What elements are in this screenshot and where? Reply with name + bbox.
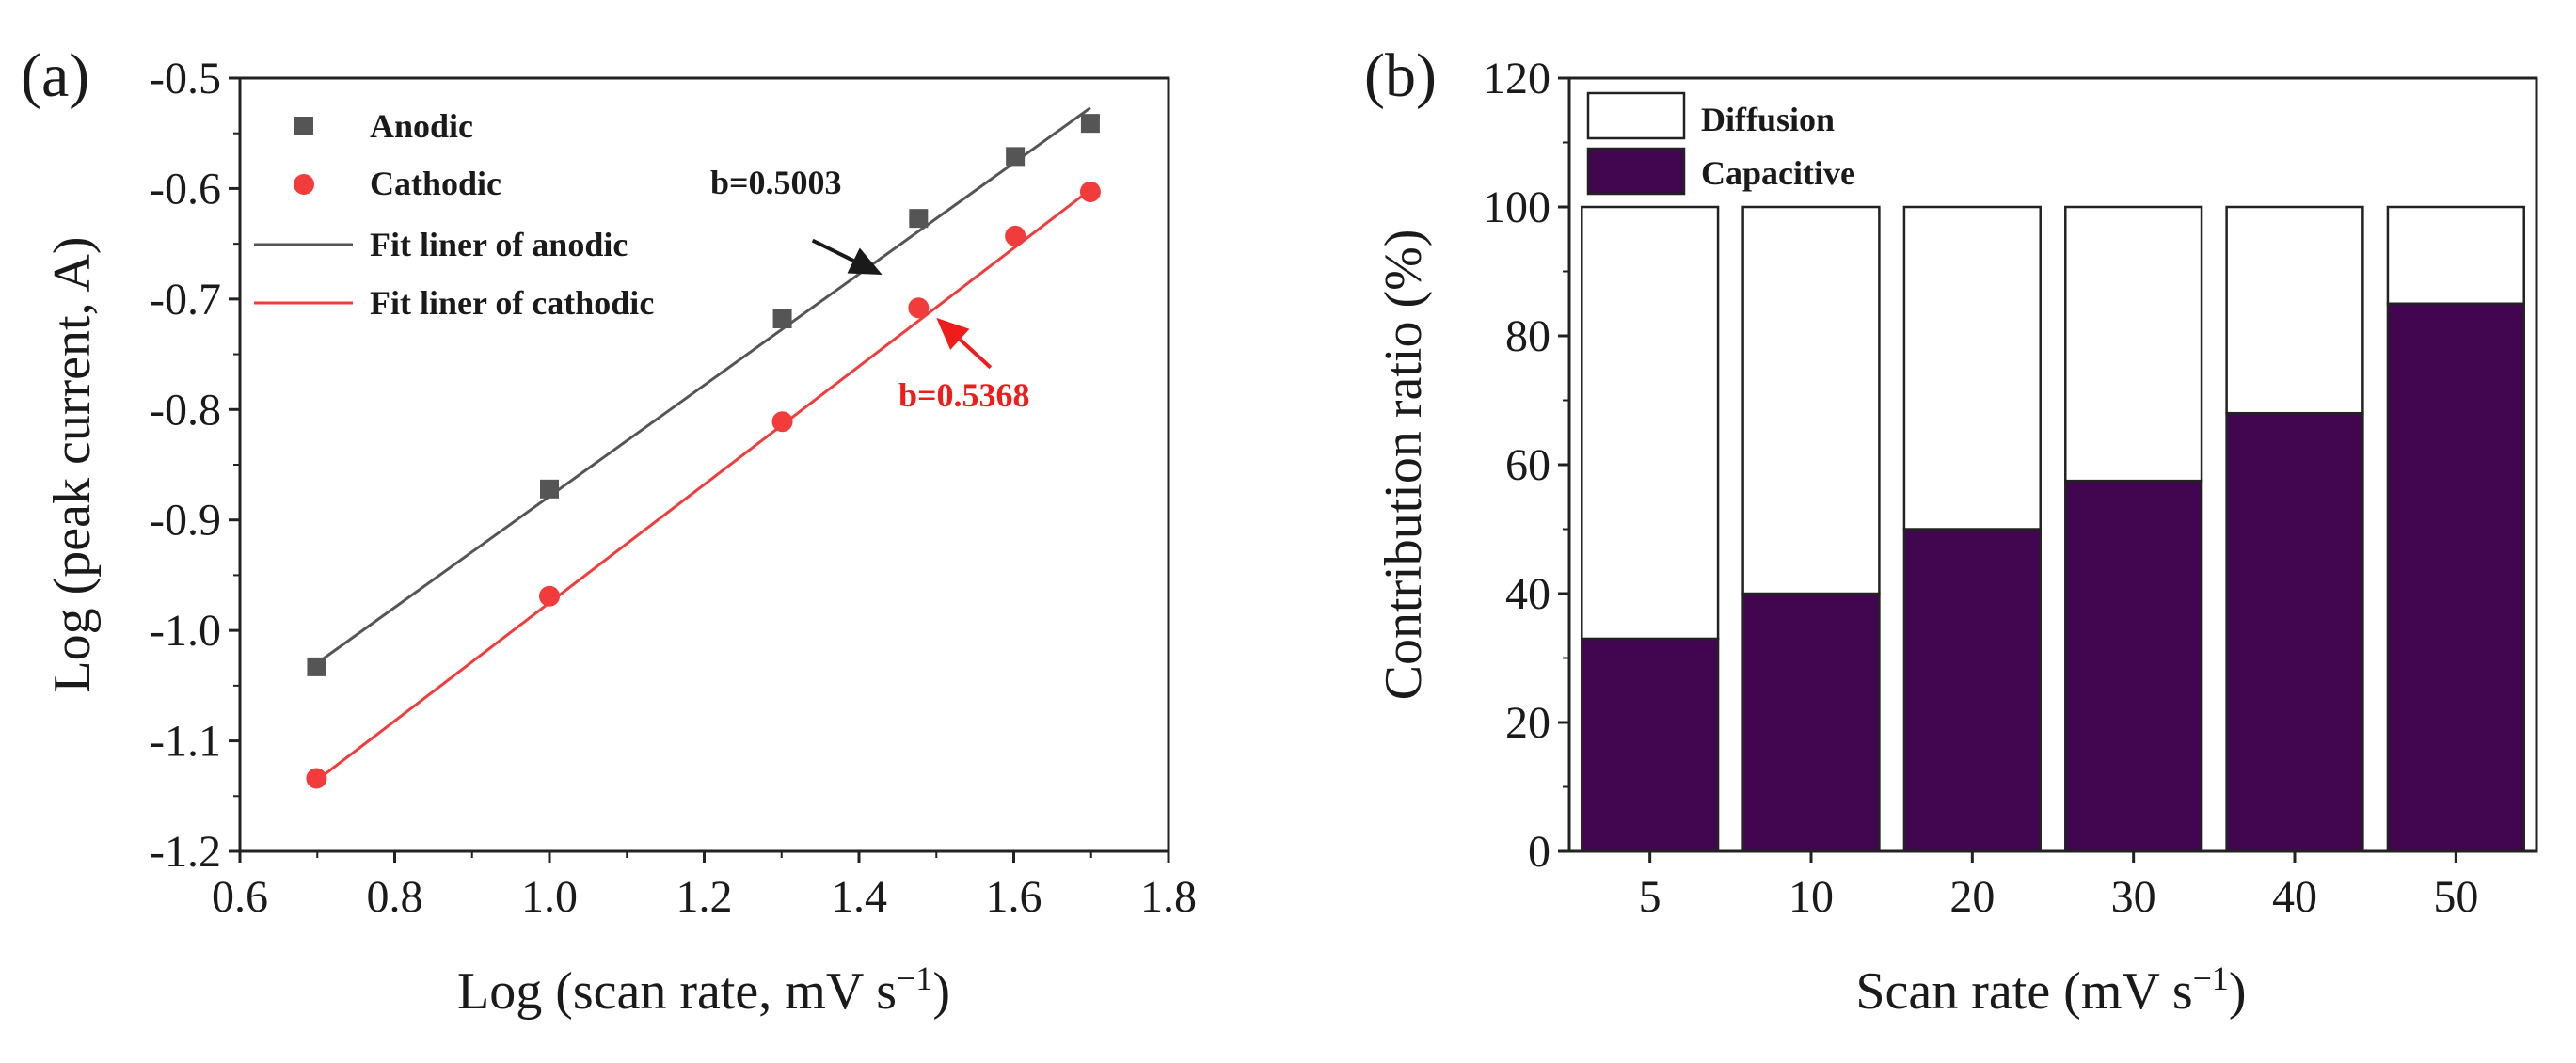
panel-a-x-axis-label: Log (scan rate, mV s−1)	[457, 960, 950, 1021]
cathodic-point	[306, 768, 327, 789]
arrow-anodic-shaft	[811, 238, 855, 262]
cathodic-point	[1005, 225, 1026, 246]
anodic-point	[772, 309, 792, 328]
legend-diffusion-label: Diffusion	[1701, 101, 1835, 138]
bar-diffusion-30	[2064, 205, 2203, 483]
bar-capacitive-20	[1902, 528, 2042, 853]
fit-line	[315, 106, 1091, 665]
legend-capacitive-swatch	[1586, 147, 1686, 196]
panel-a-fit-lines	[315, 106, 1091, 783]
legend-cathodic-label: Cathodic	[370, 165, 501, 202]
legend-capacitive-label: Capacitive	[1701, 154, 1855, 192]
panel-a-label: (a)	[21, 41, 89, 110]
legend-anodic-marker	[294, 117, 313, 135]
panel-a-annotation-arrows	[811, 238, 993, 370]
x-tick-label: 1.2	[676, 872, 733, 922]
x-tick-label: 40	[2272, 872, 2317, 922]
legend-anodic-label: Anodic	[370, 107, 473, 145]
panel-b-y-axis-label: Contribution ratio (%)	[1375, 230, 1433, 701]
anodic-point	[1006, 147, 1026, 167]
y-tick-label: 80	[1505, 311, 1550, 361]
panel-a-points	[306, 114, 1101, 789]
legend-diffusion-swatch	[1586, 91, 1686, 140]
y-tick-label: -0.9	[150, 496, 221, 546]
y-tick-label: 60	[1505, 440, 1550, 490]
y-tick-label: -0.5	[150, 54, 221, 103]
legend-fit-anodic-label: Fit liner of anodic	[370, 226, 628, 263]
panel-b-label: (b)	[1364, 41, 1437, 110]
bar-diffusion-10	[1741, 205, 1881, 595]
x-tick-label: 50	[2433, 872, 2478, 922]
panel-a-ticks: 0.6 0.8 1.0 1.2 1.4 1.6 1.8 -0.5 -0.6 -0.7 -0.8 -0.…	[150, 54, 1197, 922]
y-tick-label: -0.8	[150, 385, 221, 435]
anodic-point	[540, 479, 559, 499]
y-tick-label: 0	[1528, 827, 1550, 877]
bar-capacitive-50	[2386, 302, 2525, 853]
x-tick-label: 30	[2111, 872, 2156, 922]
x-tick-label: 0.8	[367, 872, 423, 922]
annotation-b-anodic: b=0.5003	[710, 164, 842, 201]
x-tick-label: 1.6	[986, 872, 1042, 922]
x-tick-label: 1.4	[831, 872, 887, 922]
cathodic-point	[539, 585, 560, 607]
x-tick-label: 5	[1639, 872, 1662, 922]
y-tick-label: -1.1	[150, 717, 221, 767]
panel-b-legend: Diffusion Capacitive	[1586, 91, 1855, 196]
panel-a-y-axis-label: Log (peak current, A)	[43, 236, 102, 692]
fit-line	[315, 188, 1091, 783]
anodic-point	[909, 209, 929, 229]
x-tick-label: 20	[1949, 872, 1995, 922]
x-tick-label: 1.8	[1140, 872, 1197, 922]
anodic-point	[1080, 114, 1100, 134]
x-tick-label: 10	[1789, 872, 1834, 922]
anodic-point	[307, 657, 326, 676]
panel-a: (a) 0.6 0.8 1.0 1.2 1.4 1.6 1.8 -0.5 -0.6 -0.7 -0.…	[21, 41, 1197, 1021]
bar-capacitive-40	[2225, 411, 2364, 853]
bar-diffusion-40	[2225, 205, 2364, 415]
panel-a-legend: Anodic Cathodic Fit liner of anodic Fit …	[254, 107, 654, 322]
cathodic-point	[1079, 181, 1101, 202]
x-tick-label: 0.6	[212, 872, 268, 922]
arrow-anodic-head	[847, 247, 883, 276]
x-tick-label: 1.0	[521, 872, 578, 922]
panel-b-ticks: 5 10 20 30 40 50 0 20 40 60 80 100 120	[1483, 54, 2478, 922]
bar-diffusion-20	[1902, 205, 2042, 531]
bar-capacitive-5	[1581, 637, 1720, 853]
arrow-cathodic-shaft	[958, 338, 993, 370]
panel-b: (b) 5 10 20 30 40 50 0 20 40 60 80 100 120 Diffusion…	[1364, 41, 2538, 1021]
panel-b-x-axis-label: Scan rate (mV s−1)	[1855, 960, 2246, 1021]
y-tick-label: -0.7	[150, 275, 221, 325]
y-tick-label: 100	[1483, 182, 1550, 232]
panel-b-bars	[1581, 205, 2525, 853]
bar-diffusion-50	[2386, 205, 2525, 305]
annotation-b-cathodic: b=0.5368	[898, 376, 1030, 414]
y-tick-label: 20	[1505, 698, 1550, 748]
legend-cathodic-marker	[294, 174, 314, 195]
y-tick-label: -0.6	[150, 164, 221, 214]
y-tick-label: 120	[1483, 54, 1550, 103]
bar-capacitive-30	[2064, 479, 2203, 853]
y-tick-label: -1.2	[150, 827, 221, 877]
legend-fit-cathodic-label: Fit liner of cathodic	[370, 284, 654, 322]
y-tick-label: -1.0	[150, 606, 221, 656]
bar-capacitive-10	[1741, 592, 1881, 853]
bar-diffusion-5	[1581, 205, 1720, 641]
cathodic-point	[908, 297, 930, 319]
y-tick-label: 40	[1505, 569, 1550, 619]
arrow-cathodic-head	[936, 317, 970, 350]
cathodic-point	[771, 411, 793, 433]
